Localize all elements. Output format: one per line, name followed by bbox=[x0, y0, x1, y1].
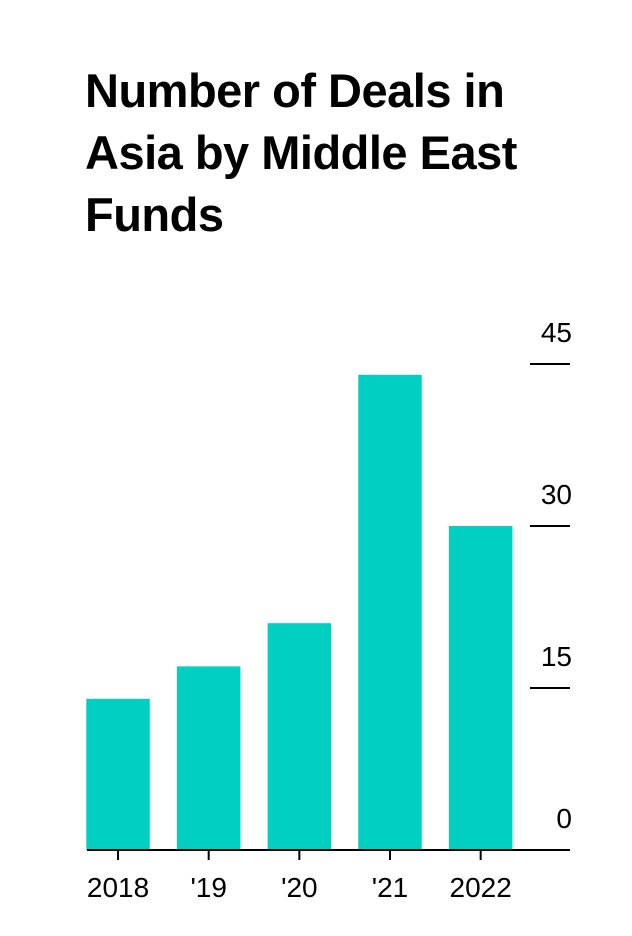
y-tick-label: 15 bbox=[541, 641, 572, 672]
chart-title: Number of Deals in Asia by Middle East F… bbox=[85, 64, 517, 241]
bar bbox=[448, 526, 513, 850]
bar bbox=[358, 374, 422, 850]
x-tick-label: '21 bbox=[372, 872, 409, 903]
bar bbox=[176, 666, 241, 850]
y-tick-label: 30 bbox=[541, 479, 572, 510]
bar bbox=[86, 698, 150, 850]
x-tick-label: '20 bbox=[281, 872, 318, 903]
x-tick-label: 2018 bbox=[87, 872, 149, 903]
x-tick-label: 2022 bbox=[450, 872, 512, 903]
y-tick-label: 45 bbox=[541, 317, 572, 348]
y-tick-label: 0 bbox=[556, 803, 572, 834]
x-tick-label: '19 bbox=[190, 872, 227, 903]
bar bbox=[267, 623, 332, 850]
